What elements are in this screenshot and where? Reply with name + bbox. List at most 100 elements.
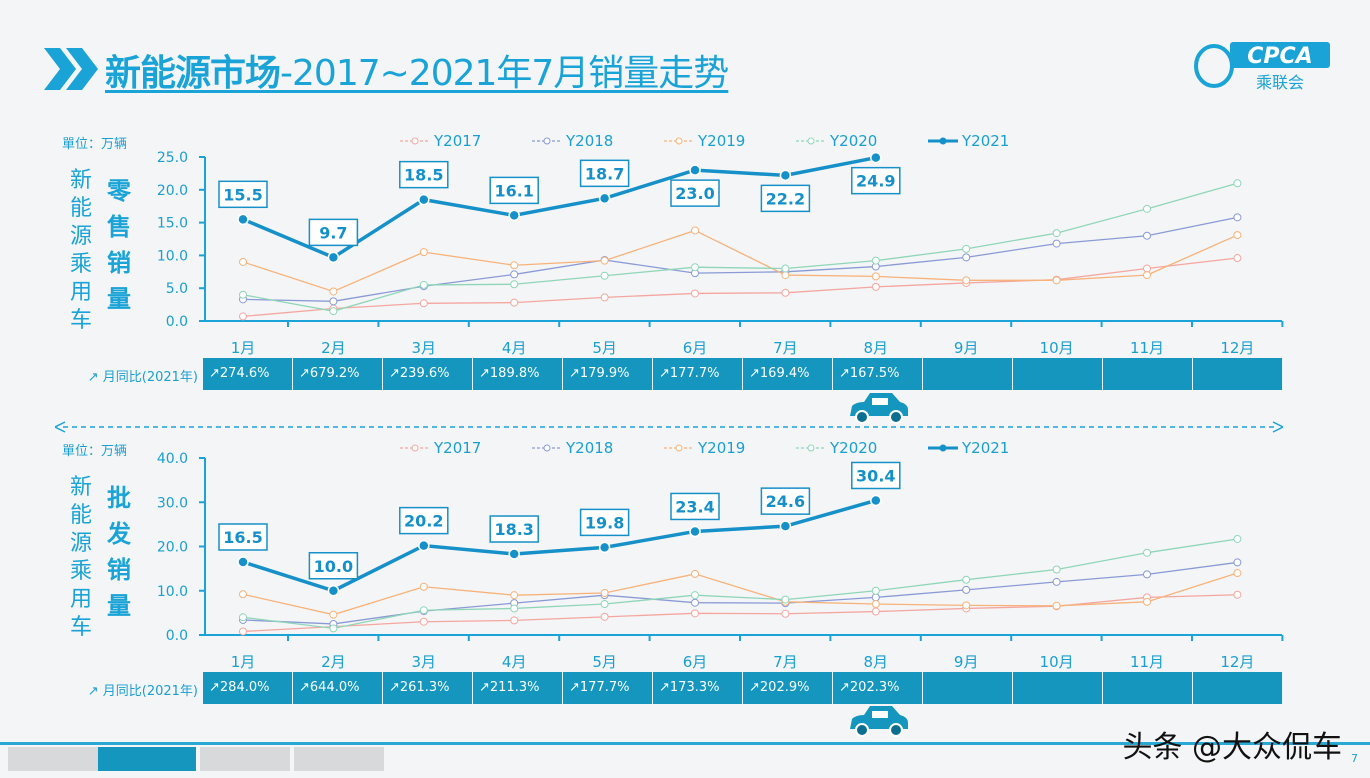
data-label: 22.2	[766, 189, 805, 208]
y-tick-label: 0.0	[166, 628, 188, 644]
data-point-Y2019	[1233, 569, 1242, 578]
data-point-Y2017	[239, 312, 247, 321]
data-point-Y2020	[329, 307, 338, 316]
yoy-label-text: 月同比(2021年)	[102, 370, 198, 385]
footer-tab-3[interactable]	[200, 747, 290, 771]
data-point-Y2020	[871, 256, 880, 265]
data-point-Y2018	[691, 598, 699, 607]
svg-text:CPCA: CPCA	[1247, 44, 1312, 69]
data-point-Y2021	[598, 192, 611, 205]
legend-marker	[411, 137, 419, 145]
data-point-Y2018	[871, 593, 880, 602]
data-point-Y2018	[1052, 239, 1061, 248]
yoy-value: 173.3%	[669, 680, 720, 695]
data-label-box	[579, 159, 630, 188]
data-point-Y2017	[1233, 254, 1242, 263]
footer-tab-1[interactable]	[8, 747, 98, 771]
series-line-Y2019	[242, 572, 1238, 616]
legend-marker	[543, 444, 551, 452]
trend-up-icon: ↗	[659, 366, 670, 381]
x-tick-label: 7月	[773, 339, 798, 357]
data-label-box	[489, 515, 539, 543]
data-point-Y2019	[871, 600, 880, 609]
data-point-Y2021	[418, 539, 430, 552]
data-label-box	[670, 179, 720, 207]
yoy-cell: ↗167.5%	[833, 358, 923, 390]
data-point-Y2020	[871, 586, 880, 595]
yoy-row: ↗274.6% ↗679.2% ↗239.6% ↗189.8% ↗179.9% ↗177.…	[203, 358, 1283, 390]
unit-label: 單位：万辆	[62, 444, 128, 459]
data-label: 23.4	[675, 497, 714, 516]
data-point-Y2017	[781, 609, 790, 618]
yoy-value: 177.7%	[579, 680, 630, 695]
left-vertical-label: 新能源乘用车	[69, 475, 92, 640]
series-line-Y2019	[242, 229, 1238, 293]
yoy-cell: ↗202.3%	[833, 672, 923, 704]
data-label-box	[399, 160, 449, 189]
series-line-Y2020	[242, 538, 1238, 630]
legend-label: Y2017	[433, 132, 481, 150]
left-vertical-label: 新能源乘用车	[69, 168, 92, 333]
series-line-Y2017	[242, 594, 1238, 633]
x-tick-label: 1月	[231, 339, 256, 357]
title-main: 新能源市场	[105, 53, 281, 94]
yoy-cell	[923, 358, 1013, 390]
legend-marker	[675, 137, 683, 145]
yoy-value: 169.4%	[759, 366, 810, 381]
yoy-cell: ↗202.9%	[743, 672, 833, 704]
yoy-value: 644.0%	[309, 680, 360, 695]
title-rest: -2017~2021年7月销量走势	[280, 53, 729, 94]
y-tick-label: 15.0	[157, 216, 188, 232]
page-title: 新能源市场-2017~2021年7月销量走势	[105, 44, 729, 96]
x-tick-label: 8月	[864, 653, 889, 671]
data-label: 18.7	[585, 164, 624, 183]
data-point-Y2019	[1143, 597, 1151, 606]
legend-label: Y2019	[697, 132, 745, 150]
yoy-cell: ↗179.9%	[563, 358, 653, 390]
trend-up-icon: ↗	[299, 680, 310, 695]
data-point-Y2017	[510, 616, 519, 625]
x-tick-label: 8月	[864, 339, 889, 357]
yoy-value: 167.5%	[849, 366, 900, 381]
y-tick-label: 25.0	[157, 150, 188, 166]
data-point-Y2017	[600, 293, 609, 302]
data-point-Y2019	[871, 272, 880, 281]
side-vertical-label: 批发销量	[107, 484, 131, 620]
data-point-Y2021	[779, 520, 792, 532]
y-tick-label: 40.0	[157, 451, 188, 467]
x-tick-label: 5月	[592, 339, 617, 357]
data-label: 24.9	[856, 172, 895, 191]
yoy-label: ↗ 月同比(2021年)	[58, 366, 198, 385]
yoy-cell: ↗177.7%	[653, 358, 743, 390]
data-point-Y2017	[871, 607, 880, 616]
data-point-Y2020	[1143, 548, 1151, 557]
trend-up-icon: ↗	[659, 680, 670, 695]
x-tick-label: 10月	[1040, 339, 1074, 357]
x-tick-label: 2月	[321, 653, 346, 671]
trend-up-icon: ↗	[479, 366, 490, 381]
car-icon	[846, 703, 912, 737]
yoy-cell: ↗644.0%	[293, 672, 383, 704]
data-label-box	[489, 176, 539, 205]
footer-tab-2-active[interactable]	[98, 747, 196, 771]
legend-label: Y2019	[697, 439, 745, 457]
legend-marker	[675, 444, 683, 452]
x-tick-label: 11月	[1130, 339, 1164, 357]
trend-up-icon: ↗	[749, 680, 760, 695]
data-point-Y2021	[689, 525, 701, 538]
data-label-box	[218, 523, 268, 551]
data-point-Y2019	[962, 276, 971, 285]
data-label-box	[851, 461, 901, 490]
data-point-Y2017	[871, 282, 880, 291]
trend-up-icon: ↗	[389, 366, 400, 381]
legend-label: Y2020	[829, 132, 877, 150]
footer-tab-4[interactable]	[294, 747, 384, 771]
car-icon	[846, 390, 912, 424]
yoy-cell: ↗173.3%	[653, 672, 743, 704]
trend-up-icon: ↗	[389, 680, 400, 695]
yoy-cell	[1103, 672, 1193, 704]
legend-marker	[939, 444, 947, 452]
data-label: 23.0	[675, 184, 714, 203]
data-point-Y2019	[1052, 276, 1061, 285]
yoy-cell	[1193, 358, 1283, 390]
